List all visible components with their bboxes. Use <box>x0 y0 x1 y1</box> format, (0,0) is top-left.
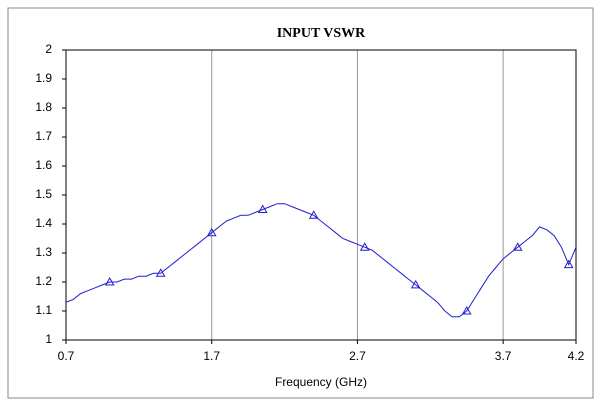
y-tick-label: 1.4 <box>35 216 52 230</box>
chart-title: INPUT VSWR <box>277 26 366 41</box>
y-tick-label: 1.5 <box>35 187 52 201</box>
y-tick-label: 1.2 <box>35 274 52 288</box>
x-axis-label: Frequency (GHz) <box>275 375 367 389</box>
y-tick-label: 1 <box>45 332 52 346</box>
marker <box>104 276 115 286</box>
line <box>65 203 577 318</box>
y-tick-label: 1.3 <box>35 245 52 259</box>
plot-area <box>65 49 577 341</box>
x-tick-label: 4.2 <box>568 349 585 363</box>
marker <box>359 242 370 251</box>
y-tick-label: 1.7 <box>35 129 52 143</box>
x-tick-label: 2.7 <box>349 349 366 363</box>
chart-frame <box>7 7 594 399</box>
y-tick-label: 1.8 <box>35 100 52 114</box>
x-tick-label: 3.7 <box>495 349 512 363</box>
x-tick-label: 1.7 <box>203 349 220 363</box>
y-tick-label: 2 <box>45 42 52 56</box>
marker <box>308 210 319 219</box>
marker <box>410 279 421 289</box>
marker <box>206 227 217 237</box>
x-tick-label: 0.7 <box>58 349 75 363</box>
marker <box>512 242 523 251</box>
marker <box>155 268 166 277</box>
marker <box>563 259 574 269</box>
y-tick-label: 1.9 <box>35 71 52 85</box>
marker <box>257 204 268 213</box>
y-tick-label: 1.6 <box>35 158 52 172</box>
marker <box>461 305 472 315</box>
y-tick-label: 1.1 <box>35 303 52 317</box>
